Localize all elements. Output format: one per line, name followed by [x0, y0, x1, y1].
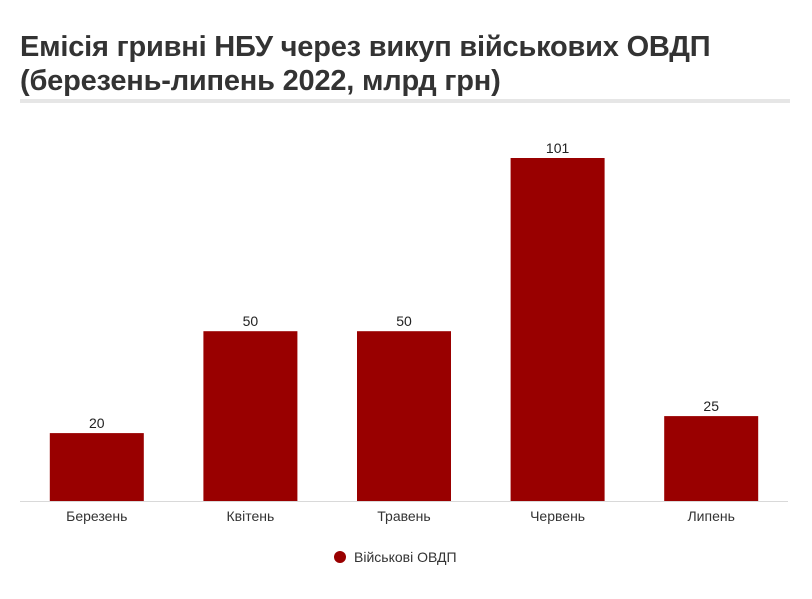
bar-value-label: 20	[89, 415, 105, 431]
bar-1	[49, 433, 144, 501]
title-divider	[20, 99, 790, 103]
bars-layer	[49, 158, 759, 501]
x-axis-tick-labels: Березень Квітень Травень Червень Липень	[66, 508, 735, 524]
x-tick-label: Травень	[377, 508, 430, 524]
bar-value-label: 50	[396, 313, 412, 329]
legend-marker	[334, 551, 346, 563]
legend-label: Військові ОВДП	[354, 549, 457, 565]
bar-value-label: 101	[546, 140, 570, 156]
bar-value-label: 25	[703, 398, 719, 414]
x-tick-label: Березень	[66, 508, 127, 524]
x-tick-label: Квітень	[227, 508, 275, 524]
bar-3	[357, 331, 451, 501]
chart-title: Емісія гривні НБУ через викуп військових…	[20, 30, 800, 98]
value-labels-layer: 20 50 50 101 25	[89, 140, 719, 431]
chart-title-line-2: (березень-липень 2022, млрд грн)	[20, 65, 501, 97]
x-tick-label: Липень	[687, 508, 734, 524]
bar-4	[510, 158, 605, 501]
legend: Військові ОВДП	[334, 549, 457, 565]
chart-title-line-1: Емісія гривні НБУ через викуп військових…	[20, 31, 711, 63]
bar-5	[664, 416, 759, 501]
bar-value-label: 50	[243, 313, 259, 329]
x-tick-label: Червень	[530, 508, 585, 524]
bar-2	[203, 331, 298, 501]
